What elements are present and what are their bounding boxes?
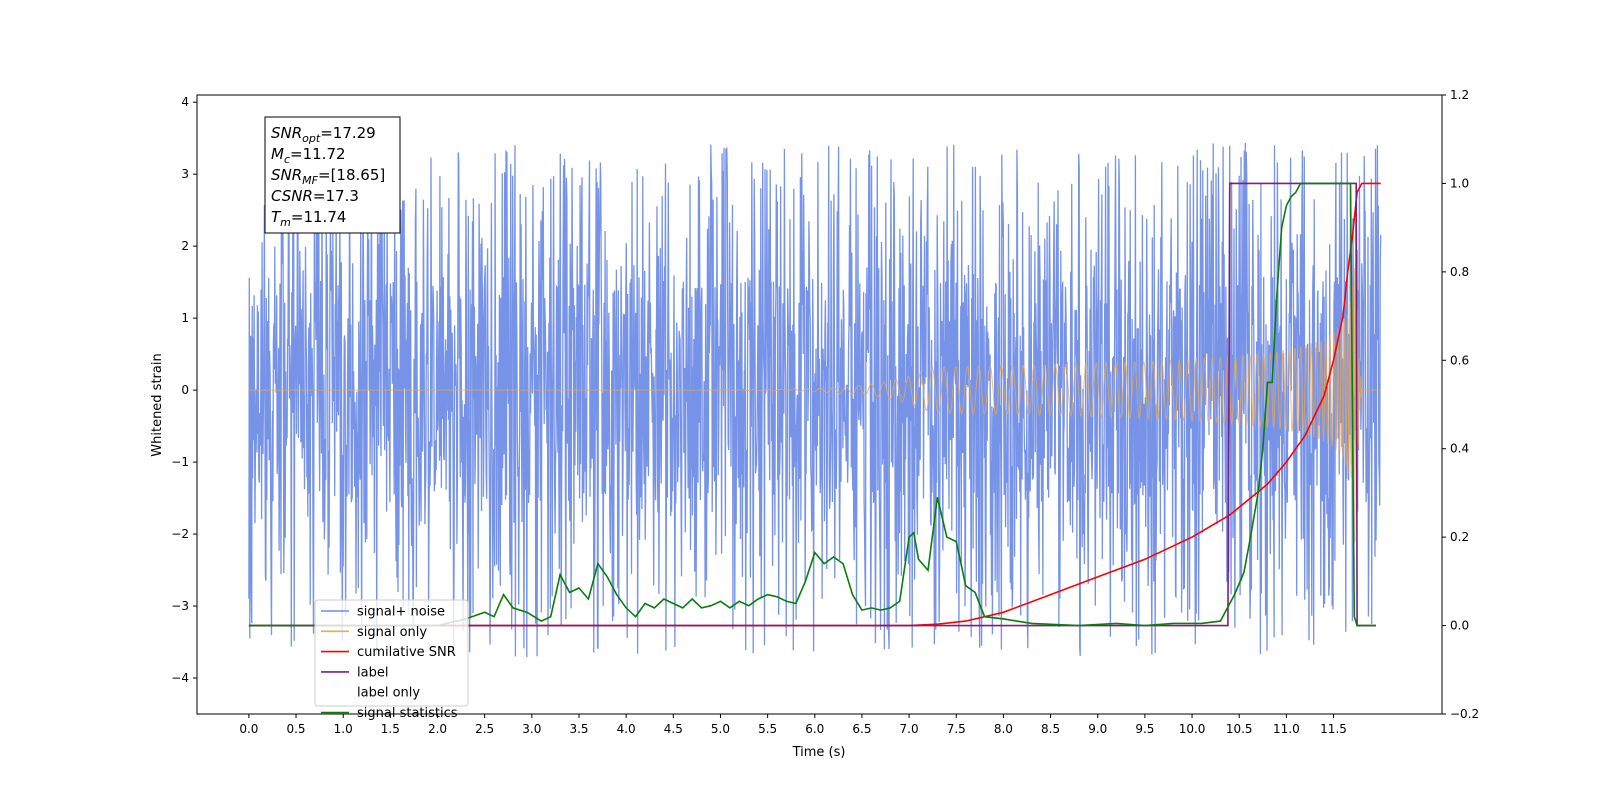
annotation-box: SNRopt=17.29Mc=11.72SNRMF=[18.65]CSNR=17…: [264, 116, 401, 234]
y2-tick-label: −0.2: [1450, 707, 1479, 721]
y-tick-label: 3: [181, 167, 189, 181]
y-tick-label: 4: [181, 95, 189, 109]
plot-frame: [196, 94, 1443, 715]
y2-tick-label: 0.8: [1450, 265, 1469, 279]
y2-tick-label: 1.0: [1450, 176, 1469, 190]
x-tick-label: 11.0: [1273, 722, 1300, 736]
y-tick-label: −2: [171, 527, 189, 541]
x-tick-label: 9.0: [1088, 722, 1107, 736]
x-axis: 0.0 0.5 1.0 1.5 2.0 2.5 3.0 3.5 4.0 4.5 5.0 5.5 6.0 6…: [239, 714, 1347, 736]
y-axis-label: Whitened strain: [150, 353, 165, 456]
y-tick-label: 0: [181, 383, 189, 397]
x-tick-label: 6.0: [805, 722, 824, 736]
plot-data-layer: [248, 142, 1382, 658]
x-tick-label: 0.5: [286, 722, 305, 736]
y2-tick-label: 1.2: [1450, 88, 1469, 102]
y-tick-label: −1: [171, 455, 189, 469]
legend-label: label only: [357, 686, 420, 701]
x-tick-label: 5.5: [758, 722, 777, 736]
legend-frame: [314, 599, 469, 707]
annotation-frame: [264, 116, 401, 234]
x-tick-label: 0.0: [239, 722, 258, 736]
annotation-line: SNRMF=[18.65]: [271, 166, 385, 187]
x-tick-label: 2.5: [475, 722, 494, 736]
x-tick-label: 8.5: [1041, 722, 1060, 736]
annotation-line: Tm=11.74: [271, 208, 346, 229]
y2-tick-label: 0.2: [1450, 530, 1469, 544]
x-tick-label: 6.5: [852, 722, 871, 736]
legend-label: cumilative SNR: [357, 645, 456, 660]
series-signal-statistics-line: [248, 182, 1376, 627]
x-tick-label: 4.0: [617, 722, 636, 736]
y-tick-label: 1: [181, 311, 189, 325]
x-tick-label: 8.0: [994, 722, 1013, 736]
legend-label: signal+ noise: [357, 605, 445, 620]
x-tick-label: 2.0: [428, 722, 447, 736]
y-tick-label: −3: [171, 599, 189, 613]
x-tick-label: 1.5: [381, 722, 400, 736]
x-tick-label: 11.5: [1320, 722, 1347, 736]
annotation-line: CSNR=17.3: [271, 187, 359, 205]
x-tick-label: 9.5: [1135, 722, 1154, 736]
legend-label: signal only: [357, 625, 427, 640]
x-tick-label: 7.0: [900, 722, 919, 736]
y-tick-label: −4: [171, 671, 189, 685]
series-signal-noise-line: [248, 142, 1382, 658]
x-tick-label: 4.5: [664, 722, 683, 736]
x-tick-label: 3.0: [522, 722, 541, 736]
annotation-line: SNRopt=17.29: [271, 124, 376, 145]
y-axis-right: 1.2 1.0 0.8 0.6 0.4 0.2 0.0 −0.2: [1442, 88, 1479, 721]
x-tick-label: 7.5: [947, 722, 966, 736]
y2-tick-label: 0.6: [1450, 353, 1469, 367]
series-signal-only-line: [248, 199, 1381, 542]
x-tick-label: 10.0: [1179, 722, 1206, 736]
legend: signal+ noise signal only cumilative SNR la…: [314, 599, 469, 721]
x-axis-label: Time (s): [792, 745, 846, 760]
x-tick-label: 5.0: [711, 722, 730, 736]
y-tick-label: 2: [181, 239, 189, 253]
legend-label: signal statistics: [357, 706, 458, 721]
legend-label: label: [357, 665, 388, 680]
x-tick-label: 1.0: [334, 722, 353, 736]
annotation-line: Mc=11.72: [271, 145, 346, 166]
x-tick-label: 10.5: [1226, 722, 1253, 736]
y2-tick-label: 0.0: [1450, 619, 1469, 633]
x-tick-label: 3.5: [569, 722, 588, 736]
y-axis-left: 4 3 2 1 0 −1 −2 −3 −4: [171, 95, 197, 685]
y2-tick-label: 0.4: [1450, 442, 1469, 456]
